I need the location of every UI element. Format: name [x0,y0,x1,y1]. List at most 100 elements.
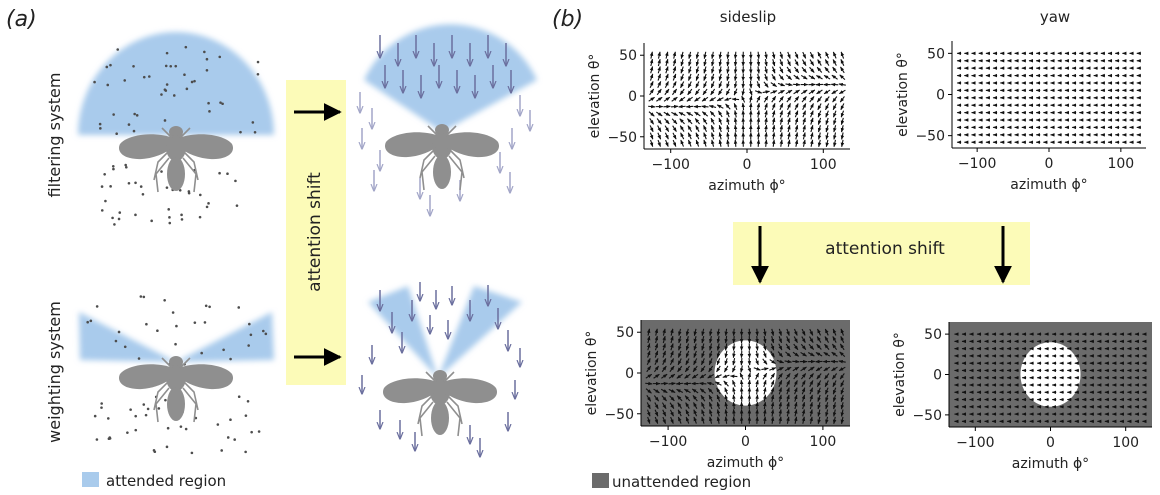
quiver-arrow [716,387,721,395]
noise-dot [171,311,175,314]
quiver-arrow [832,66,838,74]
quiver-arrow [714,374,722,379]
quiver-arrow [778,394,782,402]
quiver-arrow [779,110,783,118]
noise-dot [142,295,146,299]
quiver-arrow [693,358,698,366]
quiver-arrow [792,366,800,372]
quiver-arrow [709,350,713,359]
x-tick-label: 100 [1107,156,1134,172]
quiver-arrow [763,81,769,88]
quiver-arrow [724,387,728,395]
quiver-arrow [693,409,698,417]
quiver-arrow [832,51,837,59]
quiver-arrow [832,103,837,111]
quiver-arrow [702,88,708,96]
noise-dot [175,324,178,328]
quiver-arrow [809,394,813,402]
quiver-arrow [809,103,814,110]
row-bottom-label: weighting system [45,301,64,443]
quiver-arrow [816,89,823,95]
quiver-arrow [833,125,837,133]
quiver-arrow [663,111,671,117]
x-tick-label: −100 [958,156,996,172]
row-top-label: filtering system [45,73,64,198]
quiver-arrow [824,343,830,350]
quiver-arrow [816,75,823,80]
quiver-arrow [741,102,745,111]
noise-dot [98,122,102,126]
noise-dot [89,319,93,323]
quiver-arrow [664,125,670,132]
noise-dot [124,163,127,167]
quiver-arrow [694,96,701,102]
quiver-arrow [657,132,662,140]
quiver-arrow [702,117,708,125]
quiver-arrow [832,402,837,410]
quiver-arrow [687,125,693,132]
quiver-arrow [764,110,768,118]
quiver-arrow [709,96,716,102]
quiver-arrow [732,336,736,344]
quiver-arrow [701,416,705,424]
quiver-arrow [832,409,837,417]
noise-dot [179,425,183,428]
noise-dot [117,217,121,221]
quiver-arrow [685,343,690,351]
noise-dot [100,406,103,409]
quiver-arrow [787,132,791,140]
quiver-arrow [825,394,829,403]
quiver-arrow [709,336,713,344]
quiver-arrow [653,373,660,379]
quiver-arrow [680,81,685,89]
quiver-arrow [817,132,822,140]
quiver-arrow [739,365,744,373]
noise-dot [133,112,136,116]
quiver-arrow [699,388,706,394]
noise-dot [142,403,146,406]
quiver-arrow [810,124,814,133]
quiver-arrow [693,328,698,337]
quiver-arrow [662,335,666,344]
quiver-arrow [801,328,806,336]
quiver-arrow [646,350,651,358]
quiver-arrow [701,111,709,117]
quiver-arrow [649,139,654,148]
quiver-arrow [764,139,768,147]
quiver-arrow [771,139,776,147]
attended-region-sector [364,24,537,133]
quiver-arrow [724,416,728,424]
quiver-arrow [802,103,807,110]
quiver-arrow [756,117,761,125]
quiver-arrow [703,66,707,74]
quiver-arrow [694,111,701,117]
quiver-arrow [809,59,815,66]
quiver-arrow [724,350,728,359]
quiver-arrow [771,59,776,67]
quiver-arrow [657,125,662,133]
quiver-arrow [763,95,769,103]
quiver-arrow [649,58,654,67]
quiver-arrow [723,380,729,387]
quiver-arrow [688,66,692,74]
quiver-arrow [741,95,746,103]
noise-dot [183,73,186,77]
quiver-arrow [823,351,831,357]
quiver-arrow [784,366,792,372]
quiver-arrow [787,51,791,59]
quiver-arrow [808,89,816,95]
quiver-arrow [840,125,845,133]
quiver-arrow [695,125,700,132]
noise-dot [218,171,221,175]
x-tick-label: 0 [1046,435,1055,451]
attended-region-semicircle [78,32,274,135]
quiver-arrow [661,373,668,379]
quiver-arrow [778,96,784,103]
quiver-arrow [657,81,662,88]
quiver-plot: yaw −100 0 100 50 0 −50 azimuth ϕ° elevation θ° [895,8,1146,193]
quiver-arrow [786,416,790,424]
quiver-arrow [778,336,783,344]
quiver-arrow [793,416,798,424]
noise-dot [132,65,135,68]
quiver-arrow [763,343,767,351]
